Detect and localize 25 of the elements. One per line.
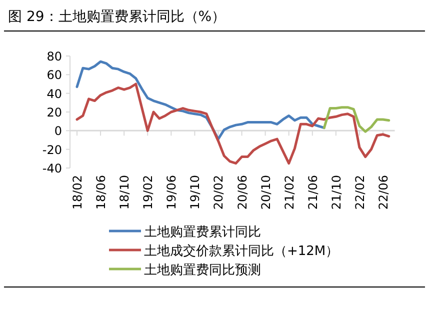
legend-label: 土地成交价款累计同比（+12M）	[144, 243, 339, 259]
legend-label: 土地购置费累计同比	[144, 225, 261, 240]
y-tick-label: -40	[42, 162, 62, 176]
y-tick-label: 60	[46, 68, 62, 82]
x-tick-label: 20/02	[212, 175, 226, 210]
title: 图 29：土地购置费累计同比（%）	[8, 9, 226, 25]
x-tick-label: 21/06	[306, 175, 320, 210]
x-tick-label: 22/02	[352, 175, 367, 210]
x-tick-label: 19/06	[164, 175, 179, 210]
y-tick-label: 0	[54, 124, 62, 138]
x-tick-label: 20/10	[258, 175, 273, 210]
x-tick-label: 18/02	[70, 175, 84, 210]
x-tick-label: 22/06	[376, 175, 390, 210]
x-tick-label: 20/06	[235, 175, 250, 210]
y-tick-label: 80	[46, 50, 62, 64]
x-tick-label: 19/02	[141, 175, 156, 210]
x-tick-label: 21/10	[329, 175, 344, 210]
x-tick-label: 18/10	[118, 175, 132, 210]
x-tick-label: 19/10	[188, 175, 202, 210]
y-tick-label: 40	[46, 86, 62, 101]
legend-label: 土地购置费同比预测	[144, 263, 261, 278]
x-tick-label: 18/06	[94, 175, 108, 210]
y-tick-label: -20	[42, 142, 62, 157]
y-tick-label: 20	[46, 106, 62, 120]
x-tick-label: 21/02	[282, 175, 296, 210]
